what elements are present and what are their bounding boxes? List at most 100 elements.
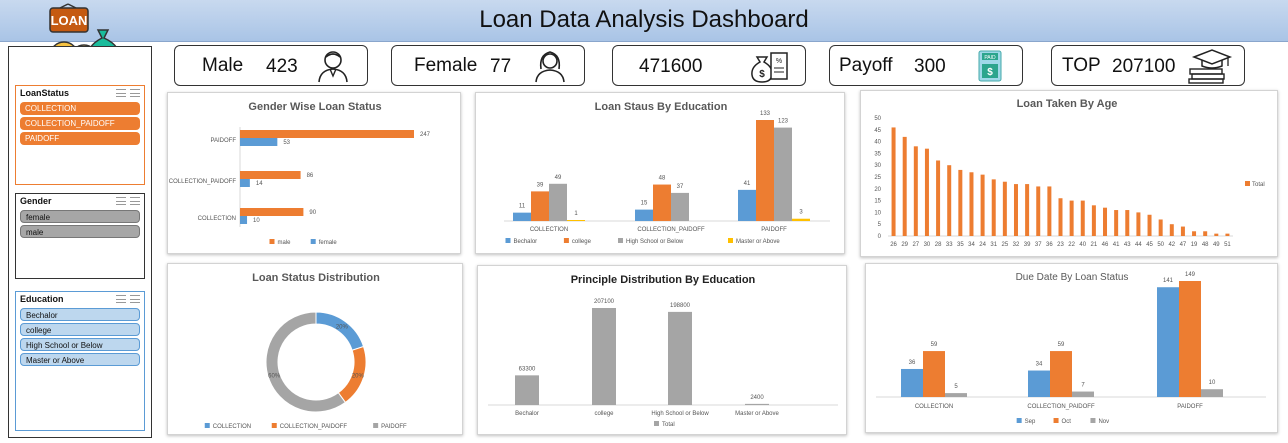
bar: [902, 136, 907, 236]
slicer-item[interactable]: High School or Below: [20, 338, 140, 351]
bar: [1103, 207, 1108, 236]
donut-slice: [315, 311, 365, 351]
legend-label: male: [278, 240, 292, 246]
bar: [1192, 231, 1197, 236]
bar: [958, 169, 963, 236]
multi-select-icon[interactable]: [116, 197, 126, 205]
slicer-item[interactable]: college: [20, 323, 140, 336]
x-tick-label: 51: [1224, 242, 1231, 248]
bar: [1214, 233, 1219, 236]
tick-label: COLLECTION: [198, 216, 236, 222]
bar: [901, 368, 923, 397]
data-label: 63300: [519, 366, 536, 372]
data-label: 49: [555, 175, 562, 181]
legend-label: Master or Above: [736, 239, 780, 245]
bar: [738, 189, 756, 221]
bar: [1002, 181, 1007, 236]
multi-select-icon[interactable]: [116, 89, 126, 97]
x-tick-label: 29: [901, 242, 908, 248]
slicer-item[interactable]: male: [20, 225, 140, 238]
x-tick-label: 46: [1102, 242, 1109, 248]
chart-title: Loan Staus By Education: [595, 101, 728, 113]
legend-swatch: [204, 423, 210, 428]
x-tick-label: 24: [979, 242, 986, 248]
tick-label: PAIDOFF: [210, 138, 236, 144]
data-label: 11: [519, 204, 526, 210]
y-tick-label: 50: [874, 116, 881, 122]
filter-sidebar: LoanStatus COLLECTION COLLECTION_PAIDOFF…: [8, 46, 152, 438]
multi-select-icon[interactable]: [116, 295, 126, 303]
data-label: 59: [931, 342, 938, 348]
panel-status-by-education: Loan Staus By Education COLLECTION 11 39 49 1…: [475, 92, 845, 254]
bar: [668, 311, 692, 405]
bar: [945, 393, 967, 397]
slicer-item[interactable]: COLLECTION: [20, 102, 140, 115]
bar: [515, 375, 539, 405]
x-tick-label: 41: [1113, 242, 1120, 248]
x-tick-label: 32: [1013, 242, 1020, 248]
slicer-item[interactable]: Master or Above: [20, 353, 140, 366]
legend-label: COLLECTION: [213, 424, 251, 430]
svg-text:$: $: [759, 69, 765, 80]
legend-swatch: [1090, 418, 1096, 423]
panel-principal-by-education: Principle Distribution By Education 63300…: [477, 265, 847, 435]
x-tick-label: 27: [912, 242, 919, 248]
bar: [1157, 287, 1179, 397]
kpi-label: Female: [414, 55, 478, 76]
legend-swatch: [505, 238, 511, 243]
bar: [745, 403, 769, 405]
slicer-title: Education: [20, 294, 64, 304]
tick-label: PAIDOFF: [1177, 404, 1203, 410]
graduation-books-icon: [1188, 49, 1233, 84]
tick-label: college: [594, 411, 614, 417]
bar: [936, 160, 941, 236]
clear-filter-icon[interactable]: [130, 197, 140, 205]
legend-label: Nov: [1098, 419, 1109, 425]
data-label: 37: [677, 184, 684, 190]
data-label: 90: [309, 210, 316, 216]
bar: [1025, 184, 1030, 236]
bar: [924, 148, 929, 236]
bar: [980, 174, 985, 236]
data-label: 14: [256, 181, 263, 187]
slicer-item[interactable]: PAIDOFF: [20, 132, 140, 145]
legend-label: PAIDOFF: [381, 424, 407, 430]
bar: [1158, 219, 1163, 236]
legend-swatch: [618, 238, 623, 243]
slicer-item[interactable]: COLLECTION_PAIDOFF: [20, 117, 140, 130]
data-label: 5: [954, 384, 958, 390]
clear-filter-icon[interactable]: [130, 295, 140, 303]
clear-filter-icon[interactable]: [130, 89, 140, 97]
x-tick-label: 36: [1046, 242, 1053, 248]
legend-label: college: [572, 239, 592, 245]
chart-title: Due Date By Loan Status: [1016, 272, 1129, 283]
data-label: 198800: [670, 303, 691, 309]
tick-label: Master or Above: [735, 411, 779, 417]
kpi-value: 207100: [1112, 56, 1176, 77]
bar: [969, 172, 974, 236]
legend-label: Sep: [1025, 419, 1036, 425]
y-tick-label: 5: [878, 222, 882, 228]
bar: [240, 171, 301, 179]
legend-label: Bechalor: [514, 239, 538, 245]
chart-loan-status-distribution: Loan Status Distribution 20% 20% 60% COLLECT…: [204, 272, 407, 430]
x-tick-label: 34: [968, 242, 975, 248]
slicer-item[interactable]: female: [20, 210, 140, 223]
slicer-education: Education Bechalor college High School o…: [15, 291, 145, 431]
slicer-title: Gender: [20, 196, 52, 206]
bar: [1136, 212, 1141, 236]
bar: [1125, 210, 1130, 236]
x-tick-label: 22: [1068, 242, 1075, 248]
y-tick-label: 45: [874, 128, 881, 134]
slicer-item[interactable]: Bechalor: [20, 308, 140, 321]
legend-swatch: [654, 421, 659, 426]
x-tick-label: 43: [1124, 242, 1131, 248]
panel-gender-loan-status: Gender Wise Loan Status PAIDOFF 247 53 COLLE…: [167, 92, 461, 254]
svg-text:PAID: PAID: [984, 55, 996, 61]
legend-swatch: [310, 239, 316, 244]
x-tick-label: 48: [1202, 242, 1209, 248]
bar: [567, 220, 585, 221]
svg-text:%: %: [776, 58, 782, 65]
legend-label: Oct: [1062, 419, 1072, 425]
title-bar: Loan Data Analysis Dashboard: [0, 0, 1288, 42]
